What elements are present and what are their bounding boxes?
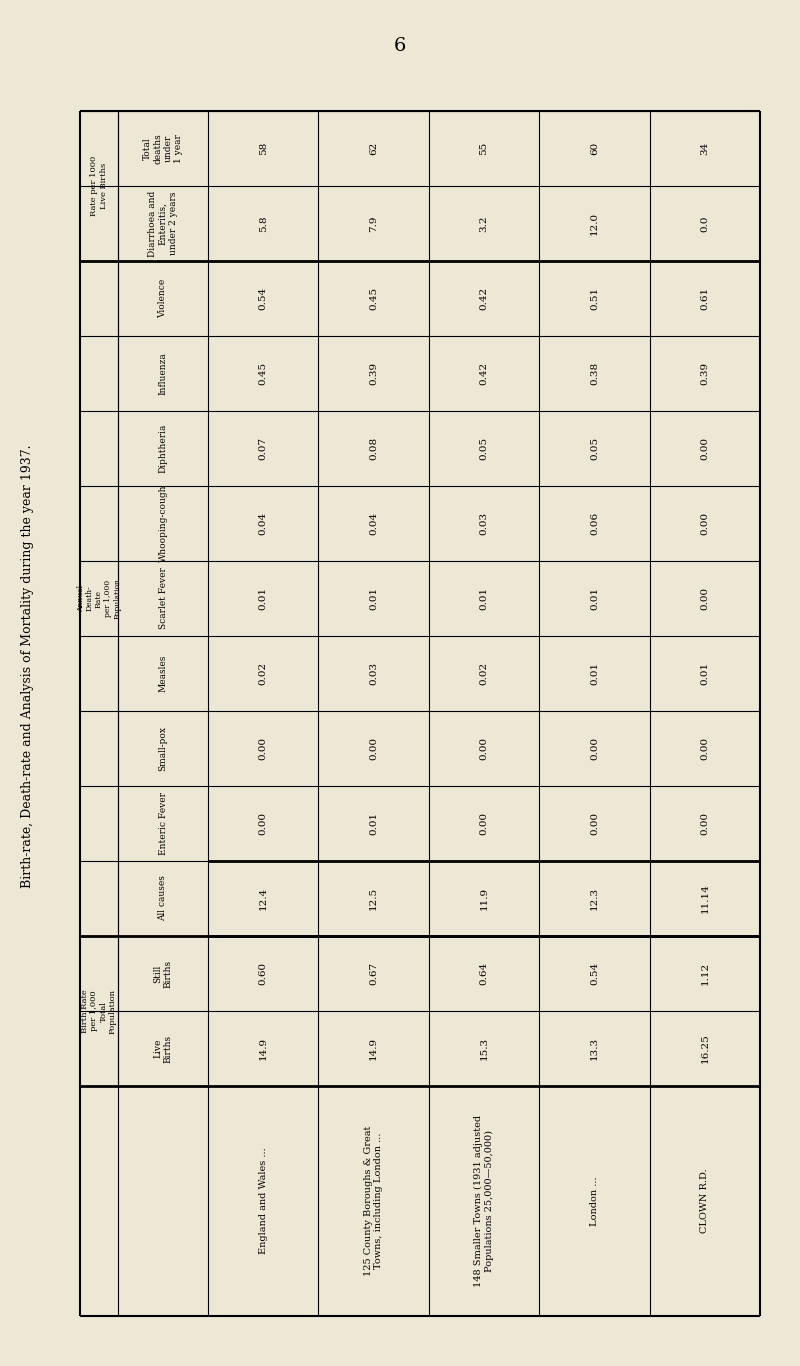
Text: 0.00: 0.00 [700, 437, 710, 460]
Text: 0.39: 0.39 [369, 362, 378, 385]
Text: 0.38: 0.38 [590, 362, 599, 385]
Text: Whooping-cough: Whooping-cough [158, 485, 167, 563]
Text: 1.12: 1.12 [700, 962, 710, 985]
Text: 0.00: 0.00 [700, 512, 710, 535]
Text: 12.3: 12.3 [590, 887, 599, 910]
Text: 5.8: 5.8 [258, 216, 268, 232]
Text: Live
Births: Live Births [154, 1034, 173, 1063]
Text: 0.01: 0.01 [590, 587, 599, 611]
Text: 58: 58 [258, 142, 268, 156]
Text: 0.05: 0.05 [590, 437, 599, 460]
Text: 0.00: 0.00 [590, 811, 599, 835]
Text: 0.01: 0.01 [590, 663, 599, 686]
Text: 0.00: 0.00 [258, 811, 268, 835]
Text: 0.51: 0.51 [590, 287, 599, 310]
Text: 0.00: 0.00 [479, 811, 489, 835]
Text: 0.00: 0.00 [258, 736, 268, 759]
Text: 0.67: 0.67 [369, 962, 378, 985]
Text: 0.42: 0.42 [479, 362, 489, 385]
Text: 11.14: 11.14 [700, 884, 710, 914]
Text: 12.5: 12.5 [369, 887, 378, 910]
Text: 0.03: 0.03 [479, 512, 489, 535]
Text: 0.02: 0.02 [258, 663, 268, 686]
Text: London ...: London ... [590, 1176, 599, 1225]
Text: 0.02: 0.02 [479, 663, 489, 686]
Text: All causes: All causes [158, 876, 167, 922]
Text: 11.9: 11.9 [479, 887, 489, 910]
Text: 0.45: 0.45 [258, 362, 268, 385]
Text: 0.01: 0.01 [258, 587, 268, 611]
Text: Birth Rate
per 1,000
Total
Population: Birth Rate per 1,000 Total Population [82, 989, 117, 1034]
Text: 12.0: 12.0 [590, 212, 599, 235]
Text: 62: 62 [369, 142, 378, 156]
Text: 0.00: 0.00 [700, 587, 710, 611]
Text: 0.00: 0.00 [369, 736, 378, 759]
Text: 0.00: 0.00 [590, 736, 599, 759]
Text: 3.2: 3.2 [479, 216, 489, 232]
Text: 0.39: 0.39 [700, 362, 710, 385]
Text: CLOWN R.D.: CLOWN R.D. [700, 1169, 710, 1233]
Text: 0.01: 0.01 [479, 587, 489, 611]
Text: 0.60: 0.60 [258, 962, 268, 985]
Text: 0.07: 0.07 [258, 437, 268, 460]
Text: 55: 55 [479, 142, 489, 156]
Text: 0.05: 0.05 [479, 437, 489, 460]
Text: Still
Births: Still Births [154, 959, 173, 988]
Text: 125 County Boroughs & Great
Towns, including London ...: 125 County Boroughs & Great Towns, inclu… [364, 1126, 383, 1276]
Text: 6: 6 [394, 37, 406, 55]
Text: 0.06: 0.06 [590, 512, 599, 535]
Text: Measles: Measles [158, 654, 167, 693]
Text: 0.45: 0.45 [369, 287, 378, 310]
Text: 0.54: 0.54 [258, 287, 268, 310]
Text: 0.64: 0.64 [479, 962, 489, 985]
Text: Scarlet Fever: Scarlet Fever [158, 567, 167, 630]
Text: Total
deaths
under
1 year: Total deaths under 1 year [143, 133, 183, 164]
Text: 0.01: 0.01 [700, 663, 710, 686]
Text: 0.04: 0.04 [258, 512, 268, 535]
Text: Diarrhoea and
Enteritis,
under 2 years: Diarrhoea and Enteritis, under 2 years [148, 190, 178, 257]
Text: 0.42: 0.42 [479, 287, 489, 310]
Text: England and Wales ...: England and Wales ... [258, 1147, 268, 1254]
Text: 0.08: 0.08 [369, 437, 378, 460]
Text: Diphtheria: Diphtheria [158, 423, 167, 473]
Text: 13.3: 13.3 [590, 1037, 599, 1060]
Text: 0.00: 0.00 [700, 811, 710, 835]
Text: 0.03: 0.03 [369, 663, 378, 686]
Text: 15.3: 15.3 [479, 1037, 489, 1060]
Text: 60: 60 [590, 142, 599, 156]
Text: 0.54: 0.54 [590, 962, 599, 985]
Text: Annual
Death-
Rate
per 1,000
Population: Annual Death- Rate per 1,000 Population [77, 578, 122, 619]
Text: Enteric Fever: Enteric Fever [158, 792, 167, 855]
Text: 16.25: 16.25 [700, 1034, 710, 1063]
Text: Small-pox: Small-pox [158, 725, 167, 770]
Text: 0.0: 0.0 [700, 216, 710, 232]
Text: Influenza: Influenza [158, 352, 167, 395]
Text: 0.04: 0.04 [369, 512, 378, 535]
Text: Violence: Violence [158, 279, 167, 318]
Text: 0.01: 0.01 [369, 587, 378, 611]
Text: 14.9: 14.9 [369, 1037, 378, 1060]
Text: 0.01: 0.01 [369, 811, 378, 835]
Text: 34: 34 [700, 142, 710, 156]
Text: Rate per 1000
Live Births: Rate per 1000 Live Births [90, 156, 107, 216]
Text: Birth-rate, Death-rate and Analysis of Mortality during the year 1937.: Birth-rate, Death-rate and Analysis of M… [22, 444, 34, 888]
Text: 14.9: 14.9 [258, 1037, 268, 1060]
Text: 0.61: 0.61 [700, 287, 710, 310]
Text: 7.9: 7.9 [369, 216, 378, 232]
Text: 12.4: 12.4 [258, 887, 268, 910]
Text: 0.00: 0.00 [700, 736, 710, 759]
Text: 148 Smaller Towns (1931 adjusted
Populations 25,000—50,000): 148 Smaller Towns (1931 adjusted Populat… [474, 1115, 494, 1287]
Text: 0.00: 0.00 [479, 736, 489, 759]
